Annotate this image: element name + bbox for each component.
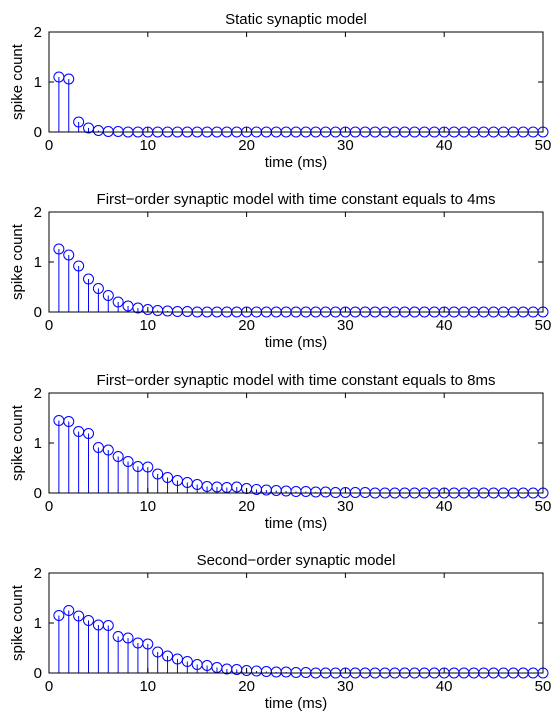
x-tick-label: 30 — [337, 678, 354, 695]
x-tick-label: 0 — [45, 137, 53, 154]
stem-marker — [63, 416, 75, 427]
stem-marker — [152, 646, 164, 658]
stem-marker — [122, 456, 134, 467]
stem-marker — [102, 620, 114, 631]
stem-marker — [102, 444, 114, 456]
stem-marker — [83, 615, 95, 626]
y-axis-label: spike count — [9, 43, 26, 120]
stem-series — [53, 415, 549, 499]
x-tick-label: 50 — [535, 678, 552, 695]
x-tick-label: 50 — [535, 137, 552, 154]
y-tick-label: 1 — [34, 435, 42, 452]
subplot-1: Static synaptic model 0 10 20 30 40 50 0 1 2 time … — [9, 11, 551, 171]
x-tick-label: 50 — [535, 317, 552, 334]
stem-series — [53, 71, 549, 138]
x-tick-label: 20 — [238, 137, 255, 154]
stem-marker — [152, 468, 164, 480]
y-tick-label: 2 — [34, 565, 42, 582]
stem-marker — [142, 638, 154, 650]
chart-title: First−order synaptic model with time con… — [97, 191, 496, 208]
x-tick-label: 50 — [535, 498, 552, 515]
y-axis-label: spike count — [9, 404, 26, 481]
stem-marker — [73, 610, 85, 622]
x-axis-label: time (ms) — [265, 695, 328, 712]
chart-title: First−order synaptic model with time con… — [97, 372, 496, 389]
x-tick-label: 20 — [238, 498, 255, 515]
x-tick-label: 10 — [139, 678, 156, 695]
stem-marker — [142, 461, 154, 473]
stem-marker — [63, 73, 75, 85]
x-tick-label: 0 — [45, 678, 53, 695]
x-tick-label: 30 — [337, 317, 354, 334]
chart-title: Second−order synaptic model — [197, 552, 396, 569]
x-axis-label: time (ms) — [265, 515, 328, 532]
x-tick-label: 30 — [337, 137, 354, 154]
axes-box — [48, 572, 544, 674]
stem-marker — [102, 290, 114, 301]
y-tick-label: 0 — [34, 304, 42, 321]
stem-marker — [181, 656, 193, 667]
stem-marker — [122, 632, 134, 644]
x-axis-label: time (ms) — [265, 154, 328, 171]
y-tick-label: 0 — [34, 485, 42, 502]
stem-marker — [63, 249, 75, 261]
stem-marker — [53, 610, 65, 621]
axes-box — [48, 31, 544, 133]
axes-box — [48, 392, 544, 494]
x-tick-label: 30 — [337, 498, 354, 515]
y-tick-label: 2 — [34, 204, 42, 221]
x-tick-label: 40 — [436, 317, 453, 334]
stem-marker — [112, 451, 124, 462]
x-tick-label: 20 — [238, 317, 255, 334]
chart-title: Static synaptic model — [225, 11, 367, 28]
y-axis-label: spike count — [9, 223, 26, 300]
y-tick-label: 2 — [34, 24, 42, 41]
stem-marker — [83, 273, 95, 285]
x-tick-label: 0 — [45, 317, 53, 334]
stem-marker — [162, 472, 174, 483]
y-tick-label: 2 — [34, 385, 42, 402]
x-tick-label: 40 — [436, 137, 453, 154]
x-tick-label: 10 — [139, 137, 156, 154]
x-axis-label: time (ms) — [265, 334, 328, 351]
x-tick-label: 40 — [436, 498, 453, 515]
stem-marker — [83, 428, 95, 439]
subplot-3: First−order synaptic model with time con… — [9, 372, 551, 532]
subplot-4: Second−order synaptic model 0 10 20 30 40 50 0 1… — [9, 552, 551, 712]
y-tick-label: 1 — [34, 254, 42, 271]
y-tick-label: 0 — [34, 124, 42, 141]
axes-box — [48, 211, 544, 313]
stem-series — [53, 243, 549, 318]
stem-marker — [73, 260, 85, 272]
subplot-2: First−order synaptic model with time con… — [9, 191, 551, 351]
y-tick-label: 1 — [34, 74, 42, 91]
y-tick-label: 0 — [34, 665, 42, 682]
stem-marker — [63, 605, 75, 616]
x-tick-label: 40 — [436, 678, 453, 695]
x-tick-label: 10 — [139, 317, 156, 334]
stem-series — [53, 605, 549, 679]
stem-marker — [92, 283, 104, 294]
stem-marker — [73, 116, 85, 128]
x-tick-label: 0 — [45, 498, 53, 515]
x-tick-label: 20 — [238, 678, 255, 695]
stem-marker — [162, 650, 174, 662]
stem-marker — [53, 243, 65, 255]
y-axis-label: spike count — [9, 584, 26, 661]
stem-marker — [112, 296, 124, 308]
y-tick-label: 1 — [34, 615, 42, 632]
x-tick-label: 10 — [139, 498, 156, 515]
